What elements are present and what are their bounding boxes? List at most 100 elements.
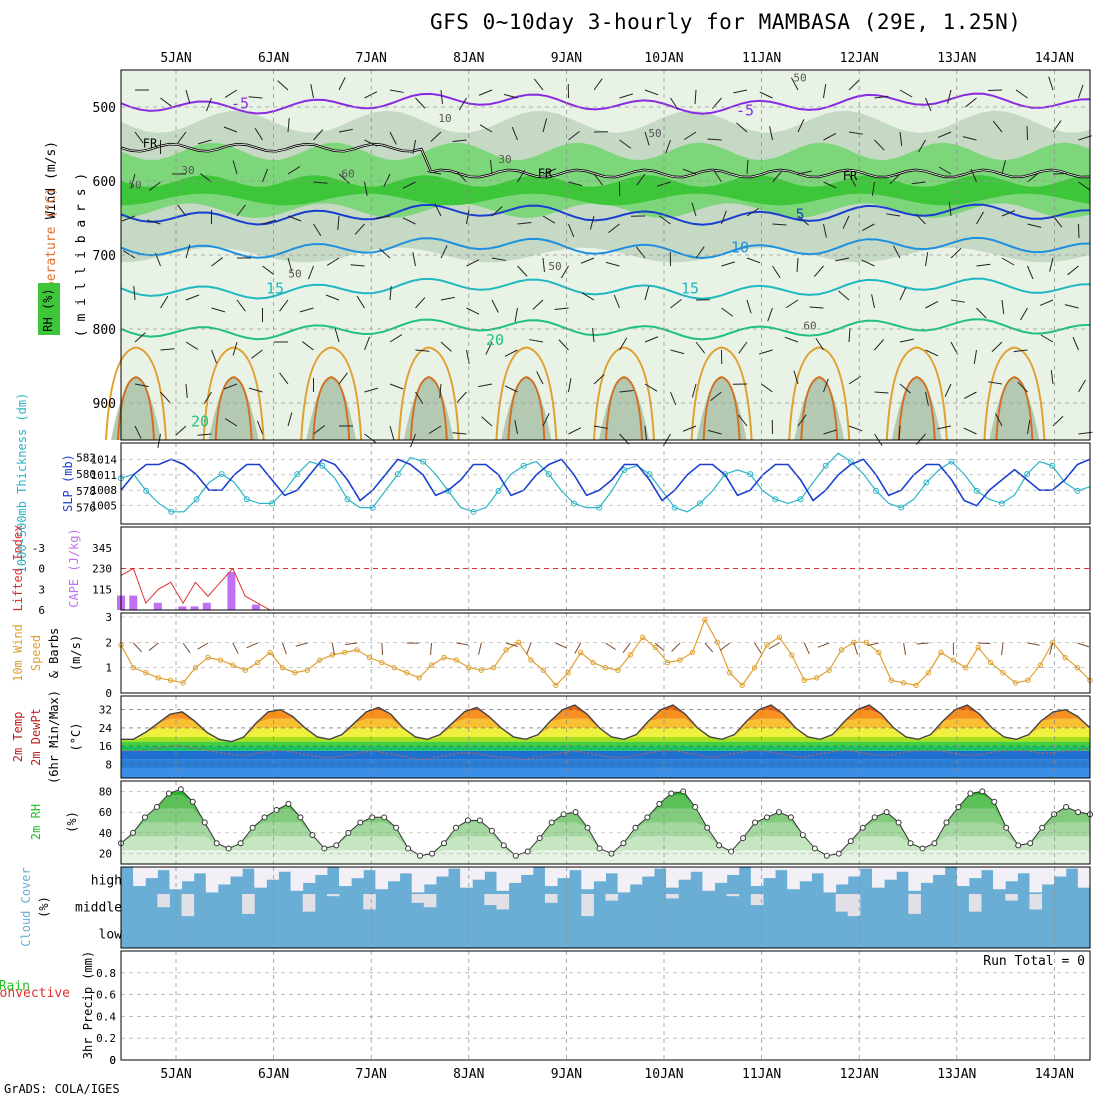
temp2m-panel <box>120 695 1091 779</box>
wind-barb <box>691 383 697 398</box>
wind10-point <box>292 670 298 676</box>
thickness-point <box>797 496 804 503</box>
pressure-tick-label: 900 <box>93 397 116 412</box>
wind-barb <box>871 181 875 196</box>
wind-barb <box>644 425 647 440</box>
thickness-point <box>420 458 427 465</box>
wind-barb <box>899 89 913 98</box>
wind-barb <box>772 223 787 226</box>
cloud-high-gap <box>762 867 776 879</box>
wind10-point <box>801 677 807 684</box>
cloud-high-gap <box>920 867 934 883</box>
rh2m-point <box>405 845 412 852</box>
wind-barb <box>1064 304 1079 309</box>
wind-barb <box>160 391 171 403</box>
date-label-bottom: 5JAN <box>160 1067 191 1082</box>
wind-barb <box>1001 210 1016 217</box>
wind10-barb <box>381 642 384 656</box>
rh2m-point <box>955 803 962 810</box>
cloud-middle-gap <box>326 894 340 897</box>
thickness-point <box>344 496 351 503</box>
wind-barb <box>277 80 289 91</box>
wind-barb <box>797 170 812 175</box>
cloud-high-gap <box>193 867 207 874</box>
wind-barb <box>848 131 863 135</box>
wind10-point <box>366 654 373 661</box>
wind-barb <box>338 77 346 91</box>
pressure-tick-label: 500 <box>93 101 116 116</box>
thickness-point <box>671 504 678 511</box>
wind-barb <box>410 433 416 448</box>
temp-band <box>121 741 1090 747</box>
wind-barb <box>402 181 416 189</box>
temp2m-unit-label: (°C) <box>69 723 83 752</box>
wind-barb <box>970 168 977 183</box>
wind-barb <box>326 257 340 266</box>
wind-barb <box>325 294 340 301</box>
rh-contour-label: 50 <box>548 260 561 273</box>
wind-barb <box>937 425 952 430</box>
wind10-point <box>230 662 236 668</box>
cape-bar <box>190 606 199 610</box>
wind-barb <box>1001 299 1005 314</box>
wind-barb <box>1013 349 1028 353</box>
wind-barb <box>542 257 545 272</box>
cloud-high-gap <box>145 867 158 879</box>
rh-contour-label: 50 <box>128 179 141 192</box>
wind-barb <box>517 222 532 225</box>
wind-barb <box>721 210 727 225</box>
wind-barb <box>504 349 518 357</box>
wind10-barb <box>817 642 830 648</box>
cloud-high-gap <box>714 867 728 883</box>
wind10-point <box>1012 680 1019 686</box>
wind-barb <box>542 168 557 175</box>
cloud-high-gap <box>302 867 316 883</box>
wind-barb <box>915 213 926 225</box>
thickness-tick-label: 580 <box>76 468 96 481</box>
cloud-high-gap <box>290 867 304 891</box>
rh2m-label: 2m RH <box>29 804 43 840</box>
wind-barb <box>665 139 671 154</box>
wind-barb <box>427 171 442 175</box>
slp-tick-label: 1005 <box>91 500 118 513</box>
cloud-high-gap <box>569 867 582 871</box>
rh2m-point <box>799 831 806 838</box>
wind-barb <box>402 217 416 225</box>
rh-column <box>501 377 552 440</box>
wind-barb <box>185 383 188 398</box>
cloud-high-gap <box>544 867 558 887</box>
wind-barb <box>389 89 404 93</box>
wind-barb <box>412 252 416 267</box>
rh-contour-label: 50 <box>288 268 301 281</box>
cloud-high-gap <box>968 867 982 879</box>
precip-tick-label: 0.6 <box>96 989 116 1002</box>
upper-air-panel <box>120 69 1091 441</box>
wind-barb <box>1078 181 1091 191</box>
warm-contour <box>788 346 851 441</box>
wind-barb <box>644 336 659 343</box>
warm-contour-inner <box>605 376 643 441</box>
wind-barb <box>769 126 773 141</box>
wind-barb <box>279 299 289 312</box>
wind10-label-1: 10m Wind <box>11 624 25 682</box>
wind-barb <box>197 433 212 436</box>
pressure-tick-label: 600 <box>93 175 116 190</box>
thickness-point <box>948 458 955 465</box>
cloud-middle-gap <box>666 894 679 899</box>
wind10-point <box>652 644 658 651</box>
temp2m-label-1: 2m Temp <box>11 712 25 763</box>
wind10-barb <box>232 642 239 654</box>
cloud-high-gap <box>666 867 679 888</box>
wind10-point <box>317 657 323 663</box>
temp2m-label-3: (6hr Min/Max) <box>47 690 61 784</box>
cloud-middle-gap <box>750 894 764 906</box>
wind-barb <box>379 248 391 259</box>
thickness-point <box>470 508 477 515</box>
cloud-middle-gap <box>581 894 594 917</box>
cloud-middle-gap <box>1029 894 1043 910</box>
rh2m-point <box>512 852 519 859</box>
cloud-middle-gap <box>157 894 170 908</box>
wind-barb <box>813 265 824 277</box>
temperature-contour-label: 15 <box>681 279 699 297</box>
cloud-high-gap <box>896 867 909 872</box>
